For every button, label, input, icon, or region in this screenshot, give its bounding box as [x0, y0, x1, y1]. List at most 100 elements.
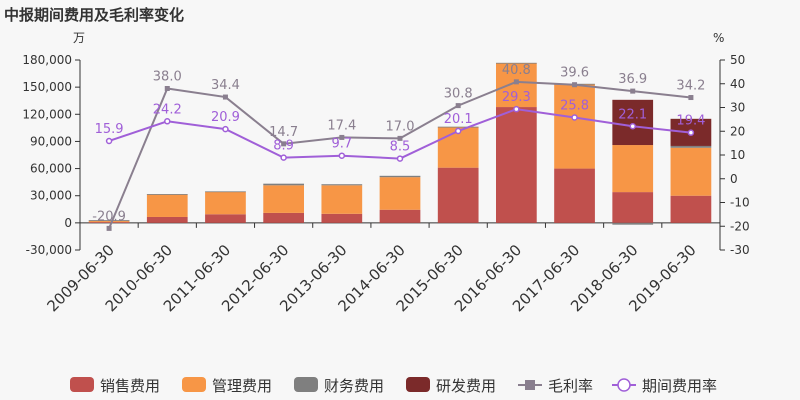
legend-swatch: [182, 377, 206, 392]
bar-财务费用-2012-06-30: [263, 183, 304, 186]
point-期间费用率: [222, 125, 229, 133]
bar-销售费用-2015-06-30: [437, 167, 479, 223]
point-期间费用率: [513, 105, 520, 113]
axes: -30,000 0 30,000 60,000 90,000 120,000 150,000…: [22, 53, 749, 257]
right-tick-label: 40: [730, 77, 745, 91]
data-label-期间费用率: 25.8: [560, 98, 589, 113]
point-毛利率: [572, 82, 578, 88]
legend-label: 销售费用: [100, 377, 160, 395]
legend-swatch: [70, 377, 94, 392]
data-label-期间费用率: 19.4: [676, 114, 705, 129]
point-期间费用率: [687, 129, 695, 136]
legend-item-财务费用[interactable]: 财务费用: [294, 377, 384, 395]
legend-marker: [617, 378, 631, 392]
data-label-期间费用率: 15.9: [95, 122, 124, 137]
bar-销售费用-2019-06-30: [670, 195, 712, 223]
bar-财务费用-2009-06-30: [88, 220, 130, 222]
legend-label: 管理费用: [212, 377, 272, 395]
data-label-毛利率: 30.8: [444, 87, 473, 102]
right-tick-label: 50: [730, 53, 745, 67]
right-tick-label: -10: [730, 196, 750, 210]
data-label-期间费用率: 20.1: [444, 112, 473, 127]
bar-研发费用-2018-06-30: [612, 99, 654, 146]
bar-财务费用-2011-06-30: [205, 191, 246, 193]
data-label-期间费用率: 20.9: [211, 110, 240, 125]
point-毛利率: [397, 135, 403, 141]
data-label-期间费用率: 9.7: [331, 137, 352, 152]
bar-管理费用-2012-06-30: [263, 185, 304, 213]
bar-销售费用-2011-06-30: [205, 214, 246, 223]
data-label-毛利率: 17.0: [386, 119, 415, 134]
left-tick-label: 30,000: [30, 189, 72, 203]
legend-label: 研发费用: [436, 377, 496, 395]
bar-销售费用-2012-06-30: [263, 212, 304, 223]
right-tick-label: 20: [730, 124, 745, 138]
left-tick-label: 60,000: [30, 162, 72, 176]
right-tick-label: 10: [730, 148, 745, 162]
data-label-期间费用率: 8.9: [273, 139, 294, 154]
point-毛利率: [281, 141, 287, 147]
data-label-期间费用率: 22.1: [618, 107, 647, 122]
point-毛利率: [222, 94, 228, 100]
bar-销售费用-2014-06-30: [379, 209, 421, 223]
data-label-毛利率: 39.6: [560, 66, 589, 81]
point-毛利率: [688, 95, 694, 101]
right-axis-unit: %: [713, 31, 724, 45]
bar-销售费用-2017-06-30: [554, 168, 595, 223]
bar-财务费用-2013-06-30: [321, 184, 363, 186]
point-毛利率: [339, 134, 345, 140]
point-期间费用率: [629, 123, 636, 130]
bars: [88, 62, 712, 225]
bar-财务费用-2018-06-30: [612, 222, 654, 225]
point-毛利率: [630, 88, 636, 94]
legend-item-期间费用率[interactable]: 期间费用率: [612, 377, 717, 395]
legend-item-销售费用[interactable]: 销售费用: [70, 377, 160, 395]
data-label-期间费用率: 8.5: [390, 140, 411, 155]
data-label-毛利率: 34.2: [676, 79, 705, 94]
bar-管理费用-2017-06-30: [554, 84, 595, 169]
data-label-毛利率: 36.9: [618, 72, 647, 87]
legend-swatch: [406, 377, 430, 392]
left-tick-label: 150,000: [22, 80, 72, 94]
legend-item-毛利率[interactable]: 毛利率: [518, 377, 593, 395]
bar-财务费用-2019-06-30: [670, 145, 712, 148]
data-label-毛利率: 17.4: [327, 118, 356, 133]
left-tick-label: 120,000: [22, 107, 72, 121]
point-期间费用率: [396, 155, 404, 162]
point-毛利率: [164, 86, 170, 91]
bar-销售费用-2018-06-30: [612, 192, 654, 223]
legend-label: 期间费用率: [642, 377, 717, 395]
point-期间费用率: [164, 118, 171, 125]
bar-管理费用-2014-06-30: [379, 177, 421, 210]
right-tick-label: 0: [730, 172, 738, 186]
bar-销售费用-2009-06-30: [88, 222, 130, 223]
point-毛利率: [513, 79, 519, 85]
point-毛利率: [106, 225, 112, 231]
bar-销售费用-2010-06-30: [146, 216, 188, 223]
legend-label: 财务费用: [324, 377, 384, 395]
data-label-期间费用率: 24.2: [153, 102, 182, 117]
bar-销售费用-2013-06-30: [321, 213, 363, 223]
bar-管理费用-2010-06-30: [146, 194, 188, 217]
bar-管理费用-2013-06-30: [321, 185, 363, 214]
bar-管理费用-2016-06-30: [496, 63, 537, 108]
left-tick-label: 0: [64, 216, 72, 230]
data-label-期间费用率: 29.3: [502, 90, 531, 105]
point-毛利率: [455, 103, 461, 109]
data-label-毛利率: 40.8: [502, 63, 531, 78]
point-期间费用率: [105, 137, 113, 145]
legend: 销售费用 管理费用 财务费用 研发费用 毛利率 期间费用率: [70, 377, 717, 395]
bar-财务费用-2010-06-30: [146, 194, 188, 195]
bar-财务费用-2015-06-30: [437, 126, 479, 128]
data-label-毛利率: 14.7: [269, 125, 298, 140]
point-期间费用率: [454, 127, 462, 135]
chart-title: 中报期间费用及毛利率变化: [4, 6, 184, 24]
data-label-毛利率: 38.0: [153, 70, 182, 85]
bar-管理费用-2011-06-30: [205, 191, 246, 215]
bar-管理费用-2018-06-30: [612, 145, 654, 193]
legend-item-管理费用[interactable]: 管理费用: [182, 377, 272, 395]
point-期间费用率: [280, 154, 287, 161]
data-label-毛利率: -20.9: [92, 209, 126, 224]
legend-item-研发费用[interactable]: 研发费用: [406, 377, 496, 395]
